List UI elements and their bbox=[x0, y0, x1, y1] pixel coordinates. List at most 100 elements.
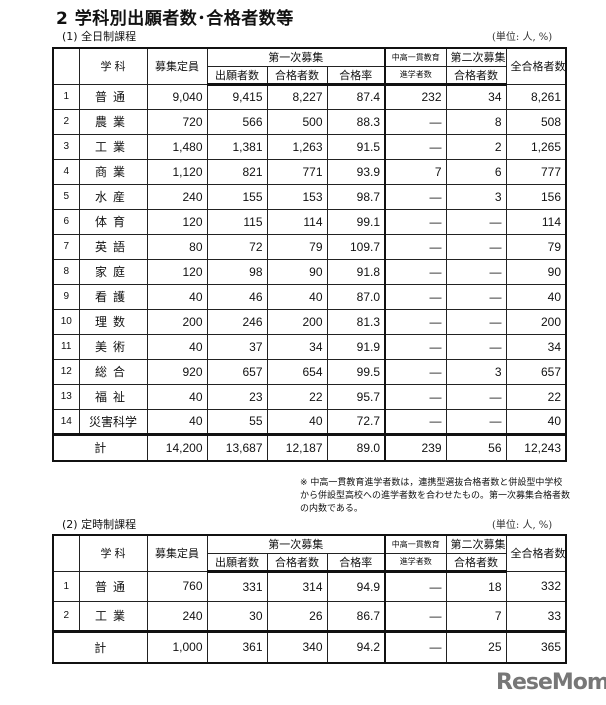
passed-cell: 34 bbox=[266, 333, 328, 360]
capacity-cell: 40 bbox=[146, 383, 208, 410]
second-round-header-bottom: 合格者数 bbox=[445, 552, 507, 573]
unit-label-parttime: (単位: 人, %) bbox=[492, 520, 553, 531]
subject-name: 農業 bbox=[78, 108, 148, 135]
applicants-cell: 246 bbox=[206, 308, 268, 335]
rate-cell: 87.4 bbox=[326, 83, 386, 110]
second-cell: — bbox=[445, 233, 507, 260]
second-cell: — bbox=[445, 283, 507, 310]
table-row: 14 災害科学 40 55 40 72.7— —40 bbox=[52, 408, 567, 435]
second-cell: — bbox=[445, 408, 507, 435]
total-cell: 34 bbox=[505, 333, 567, 360]
capacity-header: 募集定員 bbox=[146, 47, 208, 85]
table-row: 1 普通 9,040 9,415 8,227 87.4 232 34 8,261 bbox=[52, 83, 567, 110]
subject-name: 工業 bbox=[78, 133, 148, 160]
parttime-section-title: (2) 定時制課程 bbox=[62, 518, 137, 531]
row-number: 3 bbox=[52, 133, 80, 160]
applicants-cell: 155 bbox=[206, 183, 268, 210]
passed-cell: 8,227 bbox=[266, 83, 328, 110]
subject-header: 学 科 bbox=[78, 534, 148, 572]
passed-cell: 79 bbox=[266, 233, 328, 260]
total-cell: 200 bbox=[505, 308, 567, 335]
row-number: 14 bbox=[52, 408, 80, 435]
total-capacity-cell: 14,200 bbox=[146, 432, 208, 462]
second-cell: 3 bbox=[445, 358, 507, 385]
table-row: 13 福祉 40 23 22 95.7— —22 bbox=[52, 383, 567, 410]
page-title: 2 学科別出願者数･合格者数等 bbox=[56, 9, 294, 29]
second-cell: 7 bbox=[445, 600, 507, 632]
table-row: 1 普通 760 331 314 94.9—18 332 bbox=[52, 570, 567, 602]
total-second-cell: 56 bbox=[445, 432, 507, 462]
row-number: 2 bbox=[52, 600, 80, 632]
total-second-cell: 25 bbox=[445, 629, 507, 664]
capacity-cell: 40 bbox=[146, 333, 208, 360]
applicants-cell: 657 bbox=[206, 358, 268, 385]
total-applicants-cell: 361 bbox=[206, 629, 268, 664]
row-number: 7 bbox=[52, 233, 80, 260]
total-rate-cell: 94.2 bbox=[326, 629, 386, 664]
passed-cell: 314 bbox=[266, 570, 328, 602]
second-cell: 2 bbox=[445, 133, 507, 160]
integrated-cell: — bbox=[384, 383, 447, 410]
rate-cell: 72.7 bbox=[326, 408, 386, 435]
integrated-cell: — bbox=[384, 600, 447, 632]
total-cell: 777 bbox=[505, 158, 567, 185]
capacity-cell: 120 bbox=[146, 208, 208, 235]
second-cell: 8 bbox=[445, 108, 507, 135]
total-cell: 114 bbox=[505, 208, 567, 235]
rate-cell: 98.7 bbox=[326, 183, 386, 210]
passed-cell: 40 bbox=[266, 283, 328, 310]
total-cell: 79 bbox=[505, 233, 567, 260]
total-applicants-cell: 13,687 bbox=[206, 432, 268, 462]
row-number: 10 bbox=[52, 308, 80, 335]
subject-name: 看護 bbox=[78, 283, 148, 310]
subject-name: 水産 bbox=[78, 183, 148, 210]
second-cell: — bbox=[445, 333, 507, 360]
applicants-cell: 9,415 bbox=[206, 83, 268, 110]
total-capacity-cell: 1,000 bbox=[146, 629, 208, 664]
integrated-header-top: 中高一貫教育 bbox=[384, 534, 447, 554]
passed-cell: 40 bbox=[266, 408, 328, 435]
total-cell: 156 bbox=[505, 183, 567, 210]
capacity-cell: 40 bbox=[146, 408, 208, 435]
integrated-header-bottom: 進学者数 bbox=[384, 65, 447, 86]
second-cell: 6 bbox=[445, 158, 507, 185]
total-total-cell: 365 bbox=[505, 629, 567, 664]
capacity-cell: 40 bbox=[146, 283, 208, 310]
integrated-cell: — bbox=[384, 283, 447, 310]
table-row: 2 農業 720 566 500 88.3—8 508 bbox=[52, 108, 567, 135]
second-round-header-bottom: 合格者数 bbox=[445, 65, 507, 86]
applicants-cell: 331 bbox=[206, 570, 268, 602]
resemom-logo: ReseMom bbox=[496, 670, 606, 695]
integrated-cell: — bbox=[384, 408, 447, 435]
rate-cell: 109.7 bbox=[326, 233, 386, 260]
unit-label-fulltime: (単位: 人, %) bbox=[492, 32, 553, 43]
footnote: ※ 中高一貫教育進学者数は，連携型選抜合格者数と併設型中学校から併設型高校への進… bbox=[300, 478, 571, 514]
capacity-cell: 720 bbox=[146, 108, 208, 135]
row-number: 5 bbox=[52, 183, 80, 210]
integrated-header-top: 中高一貫教育 bbox=[384, 47, 447, 67]
subject-name: 英語 bbox=[78, 233, 148, 260]
table-row: 8 家庭 120 98 90 91.8— —90 bbox=[52, 258, 567, 285]
rate-cell: 93.9 bbox=[326, 158, 386, 185]
second-cell: 34 bbox=[445, 83, 507, 110]
passed-cell: 153 bbox=[266, 183, 328, 210]
capacity-cell: 120 bbox=[146, 258, 208, 285]
integrated-cell: — bbox=[384, 333, 447, 360]
capacity-cell: 240 bbox=[146, 183, 208, 210]
total-cell: 22 bbox=[505, 383, 567, 410]
capacity-cell: 80 bbox=[146, 233, 208, 260]
passed-header: 合格者数 bbox=[266, 552, 328, 573]
second-cell: — bbox=[445, 258, 507, 285]
row-number: 4 bbox=[52, 158, 80, 185]
total-passed-cell: 340 bbox=[266, 629, 328, 664]
pass-rate-header: 合格率 bbox=[326, 65, 386, 86]
rate-cell: 91.8 bbox=[326, 258, 386, 285]
row-number: 1 bbox=[52, 570, 80, 602]
rate-cell: 86.7 bbox=[326, 600, 386, 632]
passed-cell: 771 bbox=[266, 158, 328, 185]
second-round-header-top: 第二次募集 bbox=[445, 47, 507, 67]
rate-cell: 95.7 bbox=[326, 383, 386, 410]
table-row: 6 体育 120 115 114 99.1— —114 bbox=[52, 208, 567, 235]
total-cell: 40 bbox=[505, 283, 567, 310]
